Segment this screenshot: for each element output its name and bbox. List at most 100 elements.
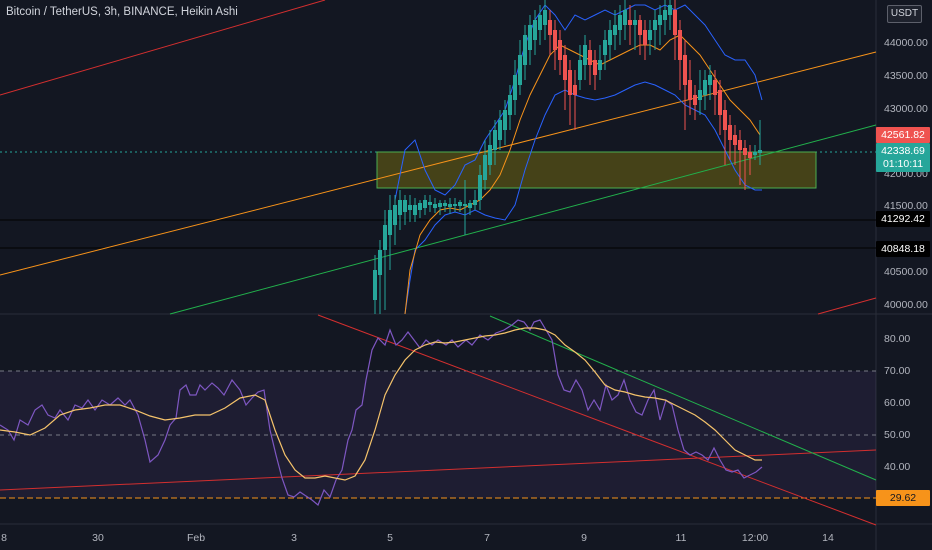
time-label: 3 — [291, 532, 297, 544]
candle-body[interactable] — [528, 25, 532, 50]
trendline-orange[interactable] — [0, 51, 877, 276]
candle-body[interactable] — [713, 80, 717, 95]
candle-body[interactable] — [448, 204, 452, 207]
currency-label: USDT — [890, 8, 919, 19]
trendline-red-upper[interactable] — [0, 0, 326, 96]
candle-body[interactable] — [603, 40, 607, 55]
candle-body[interactable] — [533, 20, 537, 40]
candle-body[interactable] — [378, 250, 382, 275]
candle-body[interactable] — [658, 15, 662, 25]
rsi-trendline-support[interactable] — [0, 449, 877, 491]
candle-body[interactable] — [488, 145, 492, 165]
rsi-tick: 40.00 — [884, 461, 911, 473]
candle-body[interactable] — [473, 200, 477, 205]
candle-body[interactable] — [638, 20, 642, 35]
candle-body[interactable] — [553, 30, 557, 50]
price-tick: 43500.00 — [884, 70, 928, 82]
candle-body[interactable] — [418, 203, 422, 210]
candle-body[interactable] — [438, 203, 442, 207]
candle-body[interactable] — [508, 95, 512, 115]
candle-body[interactable] — [668, 5, 672, 15]
candle-body[interactable] — [453, 204, 457, 206]
candle-body[interactable] — [513, 75, 517, 100]
currency-badge[interactable]: USDT — [887, 5, 922, 23]
candle-body[interactable] — [643, 30, 647, 45]
candle-body[interactable] — [653, 20, 657, 30]
candle-body[interactable] — [748, 152, 752, 158]
candle-body[interactable] — [648, 30, 652, 40]
candle-body[interactable] — [758, 150, 762, 153]
candle-body[interactable] — [408, 205, 412, 210]
candle-body[interactable] — [578, 60, 582, 80]
candle-body[interactable] — [458, 202, 462, 206]
candle-body[interactable] — [563, 55, 567, 80]
candle-body[interactable] — [523, 35, 527, 65]
candle-body[interactable] — [628, 20, 632, 25]
candle-body[interactable] — [683, 55, 687, 85]
candle-body[interactable] — [738, 140, 742, 150]
candle-body[interactable] — [588, 50, 592, 65]
rsi-line[interactable] — [0, 319, 763, 506]
candle-body[interactable] — [698, 90, 702, 100]
candle-body[interactable] — [678, 30, 682, 60]
time-label: 7 — [484, 532, 490, 544]
candle-body[interactable] — [403, 200, 407, 212]
candle-body[interactable] — [593, 60, 597, 75]
candle-body[interactable] — [598, 60, 602, 70]
price-tick: 41500.00 — [884, 200, 928, 212]
candle-body[interactable] — [398, 200, 402, 215]
symbol-title[interactable]: Bitcoin / TetherUS, 3h, BINANCE, Heikin … — [6, 6, 238, 18]
candle-body[interactable] — [423, 200, 427, 208]
candle-body[interactable] — [618, 15, 622, 30]
candle-body[interactable] — [558, 40, 562, 60]
price-tick: 43000.00 — [884, 103, 928, 115]
candle-body[interactable] — [663, 10, 667, 20]
candle-body[interactable] — [568, 70, 572, 95]
candle-body[interactable] — [498, 120, 502, 140]
candle-body[interactable] — [548, 20, 552, 35]
candle-body[interactable] — [718, 90, 722, 115]
time-label: 30 — [92, 532, 104, 544]
candle-body[interactable] — [538, 15, 542, 30]
candle-body[interactable] — [478, 175, 482, 200]
candle-body[interactable] — [693, 95, 697, 105]
candle-body[interactable] — [573, 85, 577, 95]
candle-body[interactable] — [518, 55, 522, 85]
candle-body[interactable] — [443, 203, 447, 206]
time-label: Feb — [186, 532, 206, 544]
candle-body[interactable] — [673, 10, 677, 35]
trendline-green[interactable] — [169, 124, 877, 315]
candle-body[interactable] — [723, 110, 727, 130]
candle-body[interactable] — [493, 130, 497, 150]
candle-body[interactable] — [373, 270, 377, 300]
candle-body[interactable] — [708, 75, 712, 85]
candle-body[interactable] — [463, 204, 467, 206]
candle-body[interactable] — [468, 203, 472, 208]
candle-body[interactable] — [503, 110, 507, 130]
candle-body[interactable] — [413, 205, 417, 215]
candle-body[interactable] — [543, 10, 547, 25]
trendline-red-lower[interactable] — [817, 297, 877, 315]
candle-body[interactable] — [703, 80, 707, 95]
candle-body[interactable] — [623, 10, 627, 25]
candle-body[interactable] — [743, 148, 747, 155]
candle-body[interactable] — [728, 125, 732, 140]
candle-body[interactable] — [608, 30, 612, 45]
candle-body[interactable] — [753, 152, 757, 155]
candle-body[interactable] — [393, 205, 397, 225]
candle-body[interactable] — [433, 204, 437, 208]
candlestick-series[interactable] — [373, 0, 762, 314]
candle-body[interactable] — [633, 20, 637, 25]
candle-body[interactable] — [733, 135, 737, 145]
candle-body[interactable] — [428, 202, 432, 205]
candle-body[interactable] — [388, 210, 392, 235]
candle-body[interactable] — [613, 25, 617, 35]
rsi-trendline-resistance-red[interactable] — [317, 314, 877, 526]
candle-body[interactable] — [583, 45, 587, 65]
time-label: 14 — [822, 532, 834, 544]
candle-body[interactable] — [483, 155, 487, 180]
candle-body[interactable] — [383, 225, 387, 250]
candle-body[interactable] — [688, 80, 692, 100]
rsi-trendline-resistance-green[interactable] — [489, 315, 877, 481]
